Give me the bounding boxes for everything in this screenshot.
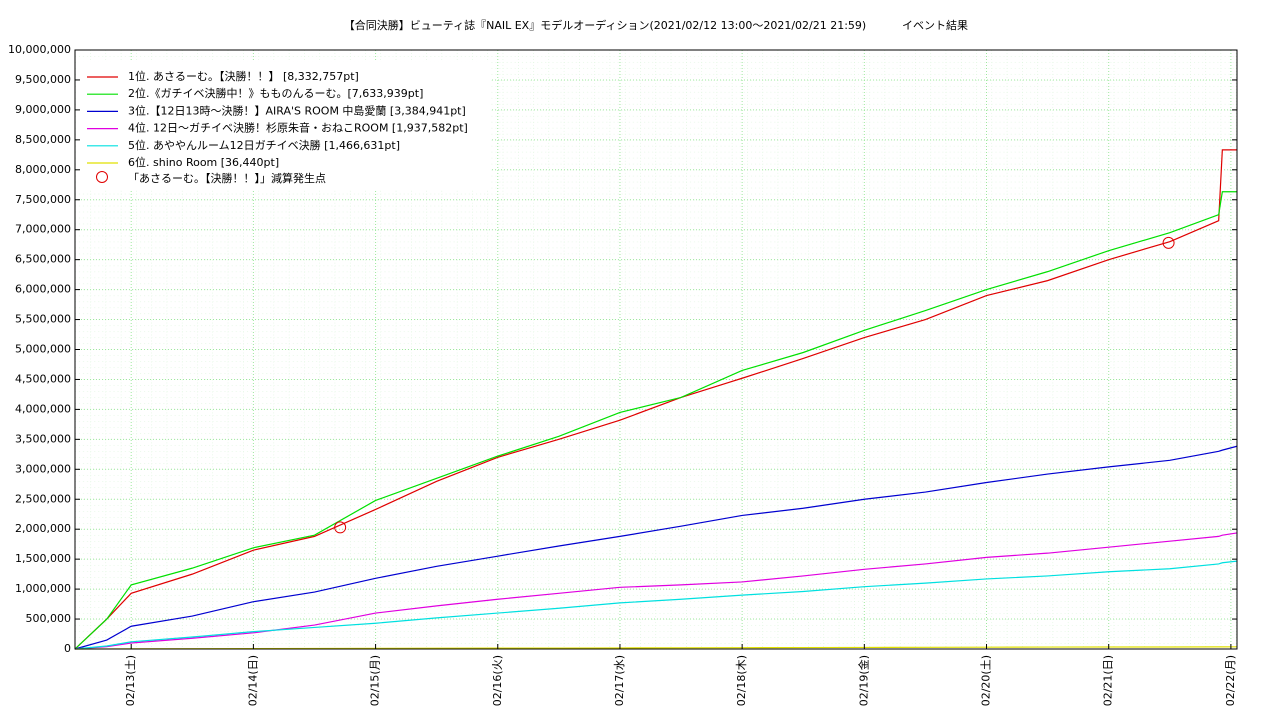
y-tick-label: 4,000,000 [15,402,71,415]
series-line [74,445,1238,650]
y-tick-label: 2,000,000 [15,522,71,535]
x-tick-label: 02/22(月) [1224,655,1237,706]
chart-subtitle: イベント結果 [902,18,968,32]
y-tick-label: 6,000,000 [15,283,71,296]
chart-title: 【合同決勝】ビューティ誌『NAIL EX』モデルオーディション(2021/02/… [344,18,866,32]
legend-label: 「あさるーむ。【決勝！！】」減算発生点 [128,171,326,185]
series-line [74,532,1238,650]
y-tick-label: 7,000,000 [15,223,71,236]
y-tick-label: 6,500,000 [15,253,71,266]
x-tick-label: 02/16(火) [491,655,504,706]
series-line [74,560,1238,650]
x-tick-label: 02/14(日) [246,655,259,706]
y-tick-label: 7,500,000 [15,193,71,206]
y-tick-label: 5,500,000 [15,313,71,326]
x-tick-label: 02/20(土) [980,655,993,706]
x-tick-label: 02/17(水) [613,655,626,706]
y-tick-label: 1,500,000 [15,552,71,565]
series-line [74,191,1237,650]
y-tick-label: 10,000,000 [8,43,71,56]
y-tick-label: 8,000,000 [15,163,71,176]
legend-label: 2位.《ガチイベ決勝中！》もものんるーむ。[7,633,939pt] [128,86,423,100]
x-tick-label: 02/21(日) [1102,655,1115,706]
legend-box [78,62,490,190]
x-tick-label: 02/18(木) [735,655,748,706]
x-tick-label: 02/19(金) [856,655,870,706]
y-tick-label: 3,500,000 [15,432,71,445]
y-tick-label: 5,000,000 [15,343,71,356]
y-tick-label: 3,000,000 [15,462,71,475]
y-tick-label: 4,500,000 [15,372,71,385]
y-tick-label: 8,500,000 [15,133,71,146]
legend-label: 1位. あさるーむ。【決勝！！】 [8,332,757pt] [128,69,359,83]
y-tick-label: 0 [64,642,71,655]
y-tick-label: 2,500,000 [15,492,71,505]
legend-label: 3位.【12日13時～決勝！】AIRA'S ROOM 中島愛蘭 [3,384,9… [128,103,466,117]
marker [334,521,347,534]
x-tick-label: 02/15(月) [369,655,382,706]
legend-label: 6位. shino Room [36,440pt] [128,155,279,169]
legend-label: 5位. あややんルーム12日ガチイベ決勝 [1,466,631pt] [128,138,400,152]
marker [1162,236,1175,249]
y-tick-label: 1,000,000 [15,582,71,595]
x-tick-label: 02/13(土) [124,655,137,706]
y-tick-label: 9,000,000 [15,103,71,116]
legend-marker [96,171,108,183]
y-tick-label: 500,000 [26,612,72,625]
legend-label: 4位. 12日～ガチイベ決勝！杉原朱音・おねこROOM [1,937,582pt… [128,121,468,135]
y-tick-label: 9,500,000 [15,73,71,86]
